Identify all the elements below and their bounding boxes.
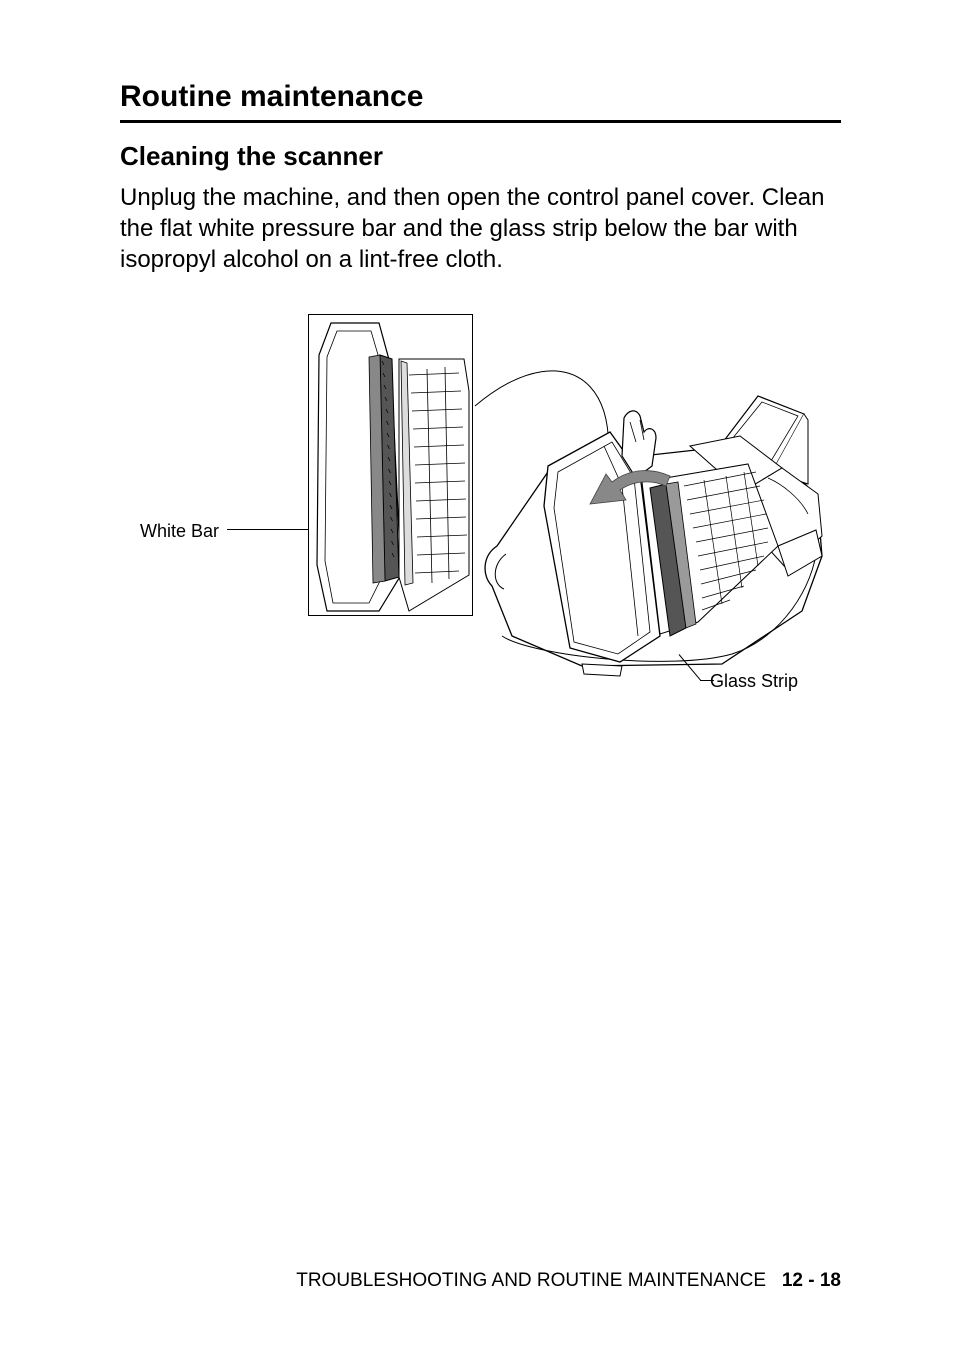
page-footer: TROUBLESHOOTING AND ROUTINE MAINTENANCE … [296, 1270, 841, 1292]
body-paragraph: Unplug the machine, and then open the co… [120, 182, 841, 276]
main-diagram [472, 386, 842, 686]
footer-text: TROUBLESHOOTING AND ROUTINE MAINTENANCE [296, 1270, 766, 1291]
label-glass-strip: Glass Strip [710, 671, 798, 692]
subsection-title: Cleaning the scanner [120, 141, 841, 172]
page-content: Routine maintenance Cleaning the scanner… [0, 0, 954, 1352]
section-title: Routine maintenance [120, 80, 841, 123]
footer-page-number: 12 - 18 [782, 1270, 841, 1291]
label-white-bar: White Bar [140, 521, 219, 542]
figure-area: White Bar [120, 306, 840, 736]
inset-diagram [308, 314, 473, 616]
